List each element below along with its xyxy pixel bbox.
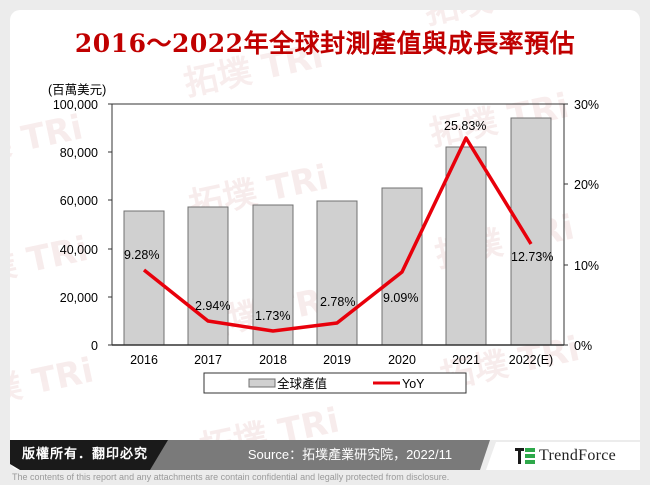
svg-text:100,000: 100,000 (53, 98, 98, 112)
svg-text:20%: 20% (574, 178, 599, 192)
legend-bar-label: 全球產值 (277, 376, 327, 391)
svg-text:25.83%: 25.83% (444, 119, 486, 133)
bar-series (123, 117, 552, 346)
y-axis-title: (百萬美元) (48, 83, 106, 97)
svg-text:2018: 2018 (259, 353, 287, 367)
svg-text:30%: 30% (574, 98, 599, 112)
svg-text:80,000: 80,000 (60, 146, 98, 160)
svg-text:2019: 2019 (323, 353, 351, 367)
svg-text:0%: 0% (574, 339, 592, 353)
combo-chart: (百萬美元) 0 20,000 40,000 60,000 80,000 100… (48, 83, 599, 394)
svg-text:2021: 2021 (452, 353, 480, 367)
svg-text:2.78%: 2.78% (320, 295, 355, 309)
x-axis: 2016 2017 2018 2019 2020 2021 2022(E) (130, 353, 553, 367)
yoy-data-labels: 9.28% 2.94% 1.73% 2.78% 9.09% 25.83% 12.… (124, 119, 553, 323)
bar-2018 (252, 204, 294, 346)
svg-text:12.73%: 12.73% (511, 250, 553, 264)
legend-line-label: YoY (402, 377, 425, 391)
svg-text:2020: 2020 (388, 353, 416, 367)
trendforce-logo-icon (515, 448, 535, 464)
bar-2021 (445, 146, 487, 346)
svg-text:10%: 10% (574, 259, 599, 273)
footer-band (10, 440, 650, 470)
disclaimer: The contents of this report and any atta… (12, 472, 450, 482)
trendforce-logo: TrendForce (515, 443, 616, 469)
bar-2022 (510, 117, 552, 346)
source-citation: Source：拓墣產業研究院，2022/11 (247, 447, 453, 462)
svg-text:9.09%: 9.09% (383, 291, 418, 305)
svg-text:2016: 2016 (130, 353, 158, 367)
y-axis-right: 0% 10% 20% 30% (564, 98, 599, 353)
bar-2020 (381, 187, 423, 346)
legend: 全球產值 YoY (203, 372, 467, 394)
legend-bar-swatch (248, 378, 276, 388)
svg-text:60,000: 60,000 (60, 194, 98, 208)
chart-title: 2016～2022年全球封測產值與成長率預估 (74, 29, 576, 58)
brand-name: TrendForce (539, 447, 617, 464)
svg-text:2022(E): 2022(E) (509, 353, 553, 367)
svg-text:2017: 2017 (194, 353, 222, 367)
svg-text:2.94%: 2.94% (195, 299, 230, 313)
svg-text:20,000: 20,000 (60, 291, 98, 305)
bar-2016 (123, 210, 165, 346)
yoy-line (142, 136, 533, 333)
y-axis-left: 0 20,000 40,000 60,000 80,000 100,000 (53, 98, 112, 353)
svg-text:9.28%: 9.28% (124, 248, 159, 262)
svg-text:40,000: 40,000 (60, 243, 98, 257)
svg-text:0: 0 (91, 339, 98, 353)
svg-text:1.73%: 1.73% (255, 309, 290, 323)
copyright-notice: 版權所有．翻印必究 (22, 447, 149, 462)
